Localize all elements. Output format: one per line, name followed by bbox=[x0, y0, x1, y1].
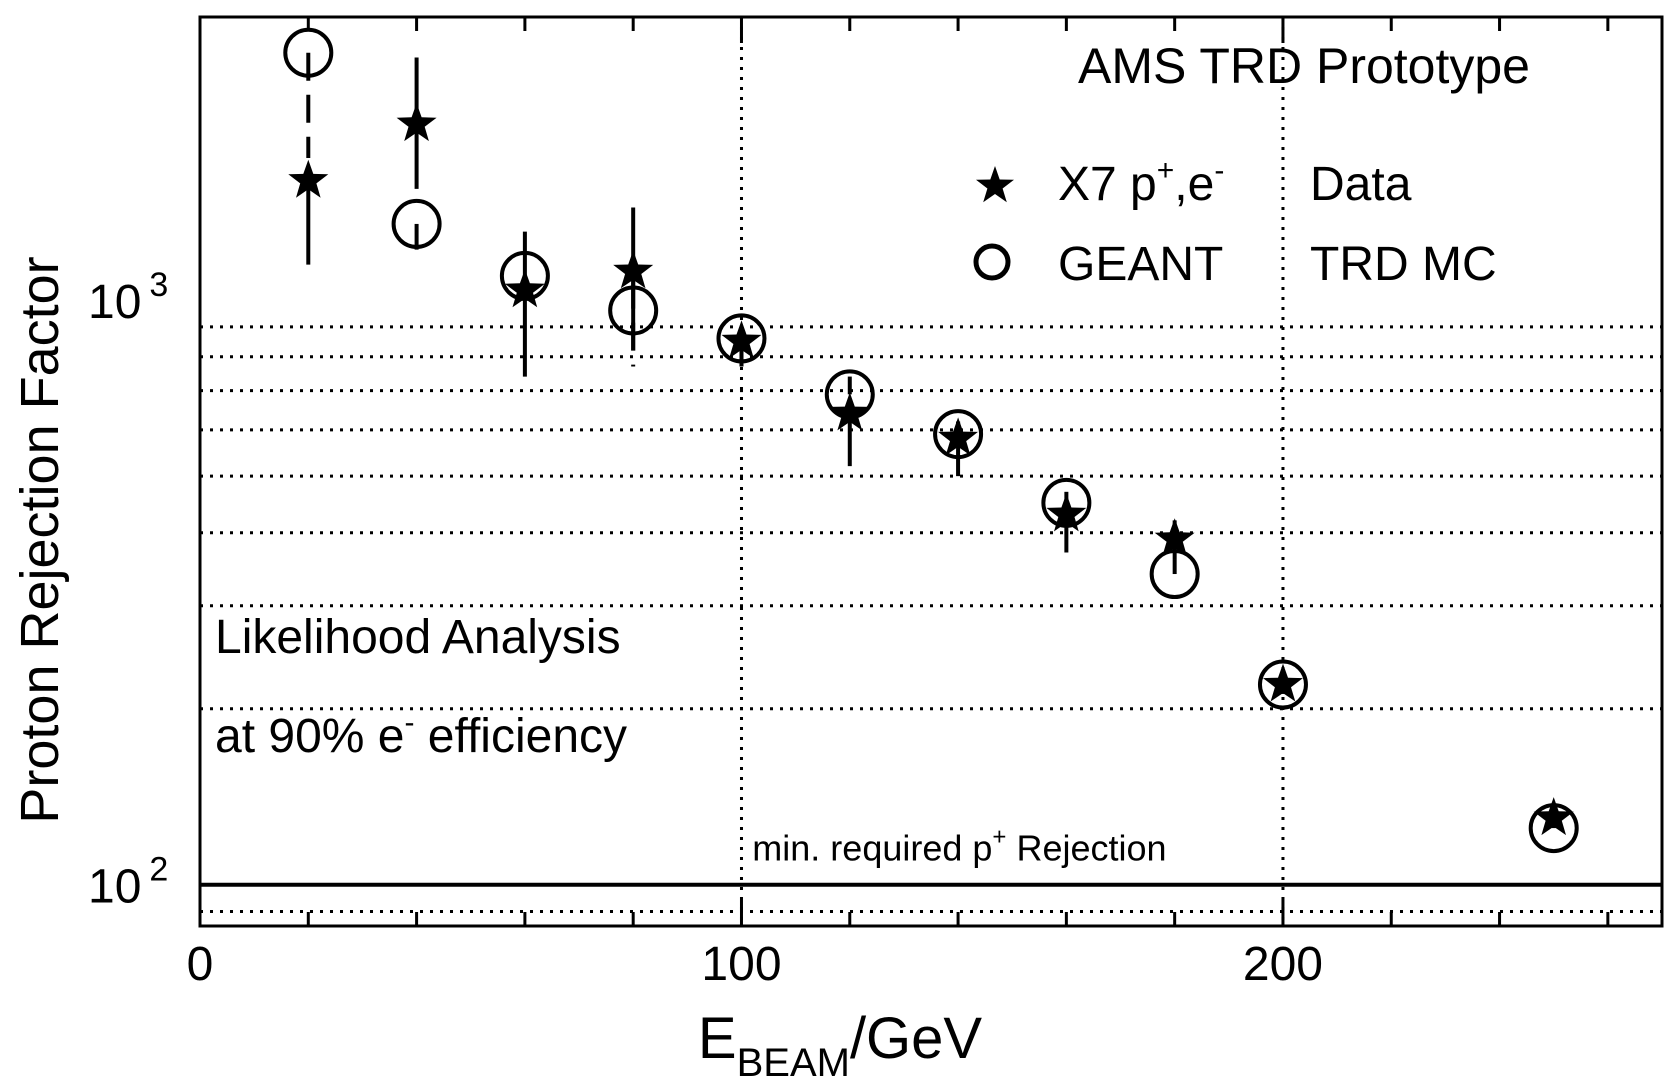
legend-circle-marker bbox=[973, 243, 1011, 281]
data-point-star bbox=[1533, 797, 1574, 836]
data-point-star bbox=[1154, 518, 1195, 557]
data-point-star bbox=[938, 417, 978, 456]
y-tick-label: 10 2 bbox=[88, 851, 168, 914]
data-point-star bbox=[829, 392, 870, 431]
plot-frame bbox=[198, 15, 1664, 928]
x-tick-label: 200 bbox=[1243, 938, 1323, 991]
data-point-star bbox=[613, 250, 654, 289]
y-tick-label: 10 3 bbox=[88, 266, 168, 329]
data-series bbox=[283, 27, 1579, 854]
legend-star-marker bbox=[976, 166, 1014, 203]
data-point-star bbox=[1263, 663, 1303, 702]
legend-star-shape bbox=[976, 166, 1014, 203]
data-point-star bbox=[288, 159, 329, 198]
data-point-circle bbox=[283, 27, 334, 78]
x-axis-label: EBEAM/GeV bbox=[698, 1006, 983, 1080]
x-tick-label: 100 bbox=[701, 938, 781, 991]
data-point-star bbox=[721, 320, 762, 359]
chart-title: AMS TRD Prototype bbox=[1078, 38, 1530, 94]
annotation-likelihood: Likelihood Analysis bbox=[215, 611, 621, 664]
data-point-star bbox=[1046, 493, 1087, 532]
data-point-star bbox=[504, 269, 545, 308]
data-point-circle bbox=[1257, 659, 1308, 710]
data-point-circle bbox=[391, 198, 442, 249]
grid bbox=[200, 17, 1662, 926]
data-point-star bbox=[396, 103, 437, 142]
y-axis-label: Proton Rejection Factor bbox=[10, 256, 70, 823]
legend: X7 p+,e- Data GEANT TRD MC bbox=[973, 154, 1497, 291]
x-tick-label: 0 bbox=[187, 938, 214, 991]
annotation-efficiency: at 90% e- efficiency bbox=[215, 706, 627, 763]
legend-label-data: X7 p+,e- Data bbox=[1058, 154, 1412, 211]
legend-label-mc: GEANT TRD MC bbox=[1058, 238, 1497, 291]
min-required-rejection-label: min. required p+ Rejection bbox=[752, 824, 1166, 869]
series-x7-data bbox=[288, 57, 1574, 836]
